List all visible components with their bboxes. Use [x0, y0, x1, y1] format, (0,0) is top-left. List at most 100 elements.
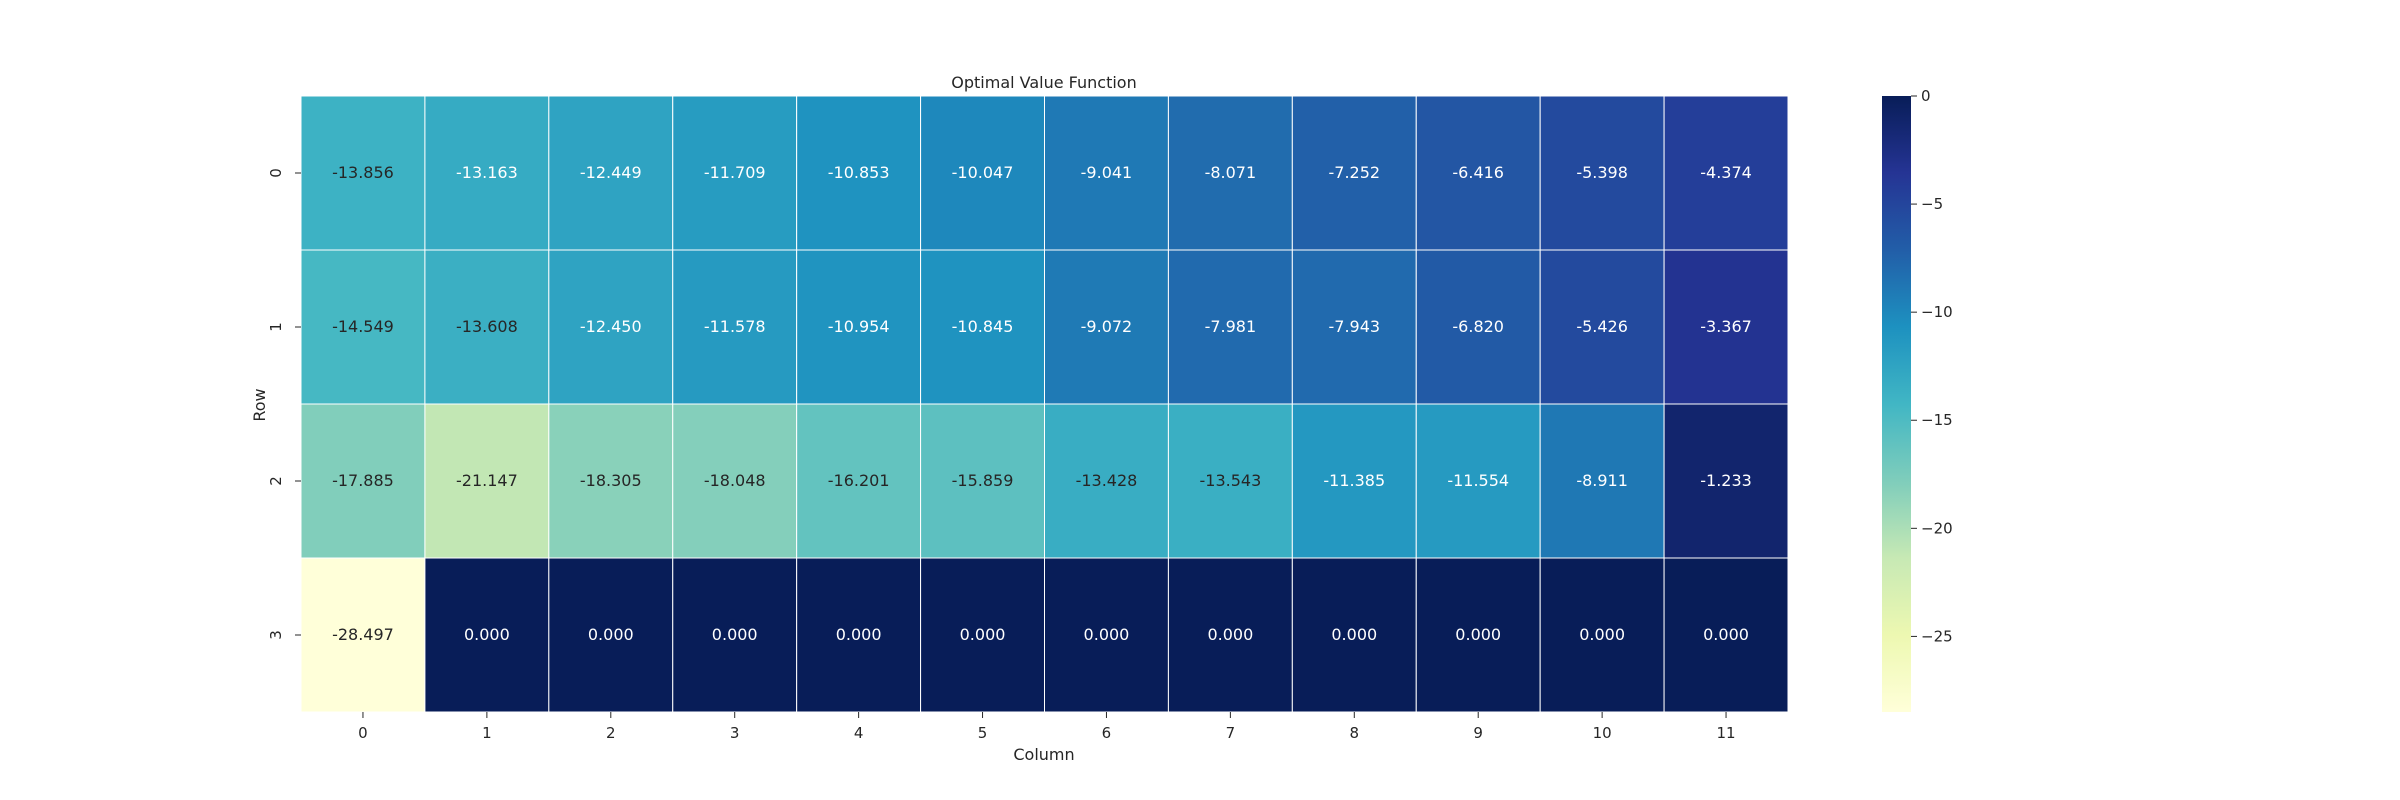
heatmap-cell-r1-c6	[1044, 249, 1169, 405]
cell-value-label-r1-c7: -7.981	[1205, 317, 1257, 336]
heatmap-cell-r2-c6	[1044, 403, 1169, 559]
heatmap-cell-r0-c3	[672, 95, 798, 251]
heatmap-cell-r0-c4	[796, 95, 922, 251]
heatmap-cell-r0-c9	[1415, 95, 1541, 251]
cell-value-label-r1-c11: -3.367	[1700, 317, 1752, 336]
cell-value-label-r1-c9: -6.820	[1452, 317, 1504, 336]
cell-value-label-r3-c9: 0.000	[1455, 625, 1501, 644]
heatmap-cell-r1-c4	[796, 249, 922, 405]
heatmap-cell-r3-c1	[424, 557, 550, 713]
cell-value-label-r0-c3: -11.709	[704, 163, 766, 182]
cell-value-label-r3-c4: 0.000	[836, 625, 882, 644]
cell-value-label-r0-c2: -12.449	[580, 163, 642, 182]
heatmap-cell-r3-c0	[300, 557, 426, 713]
cell-value-label-r2-c9: -11.554	[1447, 471, 1509, 490]
cell-value-label-r2-c6: -13.428	[1076, 471, 1138, 490]
cell-value-label-r0-c6: -9.041	[1081, 163, 1133, 182]
cell-value-label-r3-c3: 0.000	[712, 625, 758, 644]
x-tick-label-1: 1	[482, 724, 492, 742]
y-axis-label: Row	[250, 388, 269, 421]
cell-value-label-r3-c0: -28.497	[332, 625, 394, 644]
x-axis-ticks: 0 1 2 3 4 5 6 7 8 9 10 11	[358, 712, 1736, 742]
heatmap-cell-r1-c0	[300, 249, 426, 405]
x-tick-label-11: 11	[1716, 724, 1735, 742]
cell-value-label-r0-c10: -5.398	[1576, 163, 1628, 182]
heatmap-cell-r1-c11	[1663, 249, 1789, 405]
heatmap-cell-r3-c2	[548, 557, 674, 713]
heatmap-cell-r1-c8	[1291, 249, 1417, 405]
y-tick-label-3: 3	[267, 630, 285, 640]
x-tick-label-9: 9	[1473, 724, 1483, 742]
heatmap-cell-r0-c5	[920, 95, 1045, 251]
cell-value-label-r1-c2: -12.450	[580, 317, 642, 336]
heatmap-cell-r2-c3	[672, 403, 798, 559]
heatmap-cell-r0-c11	[1663, 95, 1789, 251]
colorbar-tick-label-5: −25	[1921, 627, 1953, 645]
y-axis-ticks: 0 1 2 3	[267, 168, 301, 640]
heatmap-cell-r3-c3	[672, 557, 798, 713]
heatmap-cell-r3-c8	[1291, 557, 1417, 713]
cell-value-label-r1-c10: -5.426	[1576, 317, 1628, 336]
cell-value-label-r2-c3: -18.048	[704, 471, 766, 490]
heatmap-cell-r0-c2	[548, 95, 674, 251]
cell-value-label-r3-c10: 0.000	[1579, 625, 1625, 644]
cell-value-label-r1-c1: -13.608	[456, 317, 518, 336]
colorbar-gradient	[1882, 96, 1911, 712]
colorbar-tick-label-4: −20	[1921, 519, 1953, 537]
x-tick-label-7: 7	[1226, 724, 1236, 742]
cell-value-label-r1-c6: -9.072	[1081, 317, 1133, 336]
heatmap-cell-r1-c1	[424, 249, 550, 405]
x-tick-label-8: 8	[1350, 724, 1360, 742]
heatmap-cell-r2-c2	[548, 403, 674, 559]
y-tick-label-0: 0	[267, 168, 285, 178]
cell-value-label-r3-c11: 0.000	[1703, 625, 1749, 644]
cell-value-label-r3-c7: 0.000	[1207, 625, 1253, 644]
cell-value-label-r0-c1: -13.163	[456, 163, 518, 182]
heatmap-cell-r1-c5	[920, 249, 1045, 405]
x-tick-label-0: 0	[358, 724, 368, 742]
x-tick-label-10: 10	[1593, 724, 1612, 742]
heatmap-cell-r2-c0	[300, 403, 426, 559]
heatmap-cell-r2-c9	[1415, 403, 1541, 559]
cell-value-label-r0-c0: -13.856	[332, 163, 394, 182]
cell-value-label-r0-c7: -8.071	[1205, 163, 1257, 182]
cell-value-label-r2-c7: -13.543	[1199, 471, 1261, 490]
colorbar-tick-label-3: −15	[1921, 411, 1953, 429]
heatmap-cell-r2-c10	[1539, 403, 1665, 559]
cell-value-label-r0-c8: -7.252	[1329, 163, 1381, 182]
x-tick-label-2: 2	[606, 724, 616, 742]
heatmap-cell-r0-c7	[1167, 95, 1293, 251]
chart-title: Optimal Value Function	[951, 73, 1136, 92]
colorbar-tick-label-0: 0	[1921, 87, 1931, 105]
heatmap-cell-r3-c10	[1539, 557, 1665, 713]
cell-value-label-r2-c4: -16.201	[828, 471, 890, 490]
cell-value-label-r2-c8: -11.385	[1323, 471, 1385, 490]
y-tick-label-1: 1	[267, 322, 285, 332]
heatmap-cell-r2-c11	[1663, 403, 1789, 559]
heatmap-cell-r1-c3	[672, 249, 798, 405]
cell-value-label-r1-c5: -10.845	[952, 317, 1014, 336]
cell-value-label-r3-c1: 0.000	[464, 625, 510, 644]
cell-value-label-r3-c2: 0.000	[588, 625, 634, 644]
cell-value-label-r0-c11: -4.374	[1700, 163, 1752, 182]
x-tick-label-3: 3	[730, 724, 740, 742]
colorbar-tick-label-2: −10	[1921, 303, 1953, 321]
cell-value-label-r2-c1: -21.147	[456, 471, 518, 490]
heatmap-cell-r1-c9	[1415, 249, 1541, 405]
heatmap-cell-r0-c0	[300, 95, 426, 251]
x-tick-label-6: 6	[1102, 724, 1112, 742]
cell-value-label-r3-c5: 0.000	[960, 625, 1006, 644]
heatmap-cell-r3-c5	[920, 557, 1045, 713]
colorbar: 0 −5 −10 −15 −20 −25	[1882, 87, 1953, 712]
heatmap-cell-r1-c10	[1539, 249, 1665, 405]
cell-value-label-r0-c5: -10.047	[952, 163, 1014, 182]
heatmap-cell-r1-c2	[548, 249, 674, 405]
cell-value-label-r1-c0: -14.549	[332, 317, 394, 336]
x-tick-label-5: 5	[978, 724, 988, 742]
heatmap-cell-r3-c11	[1663, 557, 1789, 713]
cell-value-label-r1-c8: -7.943	[1329, 317, 1381, 336]
heatmap-cell-r3-c9	[1415, 557, 1541, 713]
cell-value-label-r2-c10: -8.911	[1576, 471, 1628, 490]
x-tick-label-4: 4	[854, 724, 864, 742]
